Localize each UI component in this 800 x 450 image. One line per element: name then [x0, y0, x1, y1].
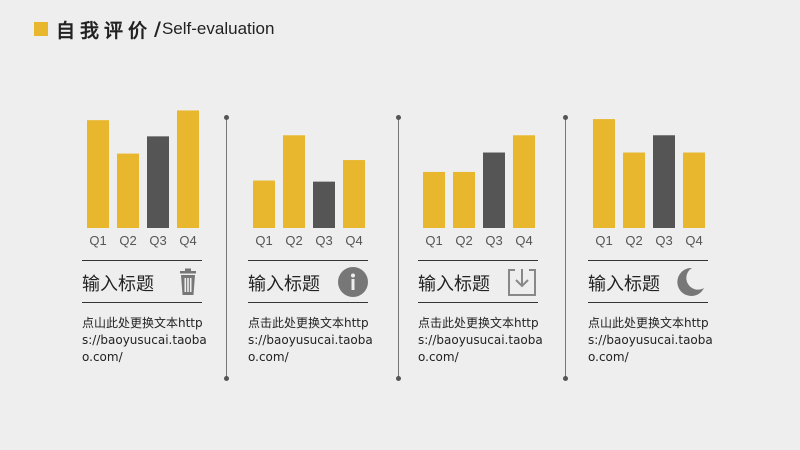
x-tick-label: Q3	[149, 233, 166, 248]
bar-q3	[147, 136, 169, 228]
x-tick-label: Q1	[89, 233, 106, 248]
bar-q4	[177, 110, 199, 228]
bar-chart-2: Q1 Q2 Q3 Q4	[253, 135, 365, 248]
bar-chart-3: Q1 Q2 Q3 Q4	[423, 135, 535, 248]
bar-q2	[117, 153, 139, 228]
page-subtitle: Self-evaluation	[161, 19, 275, 38]
heading-rule-top	[418, 260, 538, 261]
panel-description: 点山此处更换文本https://baoyusucai.taobao.com/	[82, 316, 207, 364]
panel-1: Q1 Q2 Q3 Q4 输入标题 点山此处更换文本https://baoyusucai…	[82, 100, 212, 380]
x-tick-label: Q3	[655, 233, 672, 248]
panel-heading: 输入标题	[248, 274, 320, 295]
column-divider	[396, 115, 401, 381]
bar-q3	[483, 152, 505, 228]
panel-3: Q1 Q2 Q3 Q4 输入标题 点击此处更换文本https://baoyusucai…	[418, 100, 548, 380]
info-icon[interactable]	[337, 266, 369, 298]
bar-q4	[343, 160, 365, 228]
panel-description: 点山此处更换文本https://baoyusucai.taobao.com/	[588, 316, 713, 364]
title-separator: /	[154, 18, 161, 40]
x-tick-label: Q4	[345, 233, 362, 248]
page-title: 自我评价	[56, 19, 153, 42]
bar-q1	[87, 120, 109, 228]
x-tick-label: Q2	[625, 233, 642, 248]
heading-rule-bottom	[248, 302, 368, 303]
x-tick-label: Q4	[515, 233, 532, 248]
panel-description: 点击此处更换文本https://baoyusucai.taobao.com/	[418, 316, 543, 364]
x-tick-label: Q1	[595, 233, 612, 248]
x-tick-label: Q2	[119, 233, 136, 248]
bar-chart-4: Q1 Q2 Q3 Q4	[593, 119, 705, 248]
column-divider	[563, 115, 568, 381]
bar-q1	[593, 119, 615, 228]
trash-icon[interactable]	[172, 266, 204, 298]
heading-rule-top	[248, 260, 368, 261]
heading-rule-bottom	[588, 302, 708, 303]
bar-q4	[513, 135, 535, 228]
bar-q2	[453, 171, 475, 228]
x-tick-label: Q1	[255, 233, 272, 248]
x-tick-label: Q1	[425, 233, 442, 248]
x-tick-label: Q4	[685, 233, 702, 248]
panel-2: Q1 Q2 Q3 Q4 输入标题 点击此处更换文本https://baoyusucai…	[248, 100, 378, 380]
bar-q1	[253, 180, 275, 228]
bar-chart-1: Q1 Q2 Q3 Q4	[87, 110, 199, 248]
x-tick-label: Q2	[285, 233, 302, 248]
heading-rule-bottom	[82, 302, 202, 303]
heading-rule-bottom	[418, 302, 538, 303]
bar-q4	[683, 152, 705, 228]
bar-q2	[623, 152, 645, 228]
moon-icon[interactable]	[674, 266, 706, 298]
x-tick-label: Q4	[179, 233, 196, 248]
bar-q3	[653, 135, 675, 228]
download-icon[interactable]	[506, 266, 538, 298]
x-tick-label: Q3	[485, 233, 502, 248]
x-tick-label: Q2	[455, 233, 472, 248]
panel-heading: 输入标题	[588, 274, 660, 295]
bar-q3	[313, 181, 335, 228]
panel-heading: 输入标题	[418, 274, 490, 295]
page-header: 自我评价 / Self-evaluation	[34, 14, 274, 44]
heading-rule-top	[588, 260, 708, 261]
bar-q1	[423, 171, 445, 228]
accent-square	[34, 22, 48, 36]
bar-q2	[283, 135, 305, 228]
panel-description: 点击此处更换文本https://baoyusucai.taobao.com/	[248, 316, 373, 364]
column-divider	[224, 115, 229, 381]
x-tick-label: Q3	[315, 233, 332, 248]
panel-heading: 输入标题	[82, 274, 154, 295]
panel-4: Q1 Q2 Q3 Q4 输入标题 点山此处更换文本https://baoyusucai…	[588, 100, 718, 380]
heading-rule-top	[82, 260, 202, 261]
